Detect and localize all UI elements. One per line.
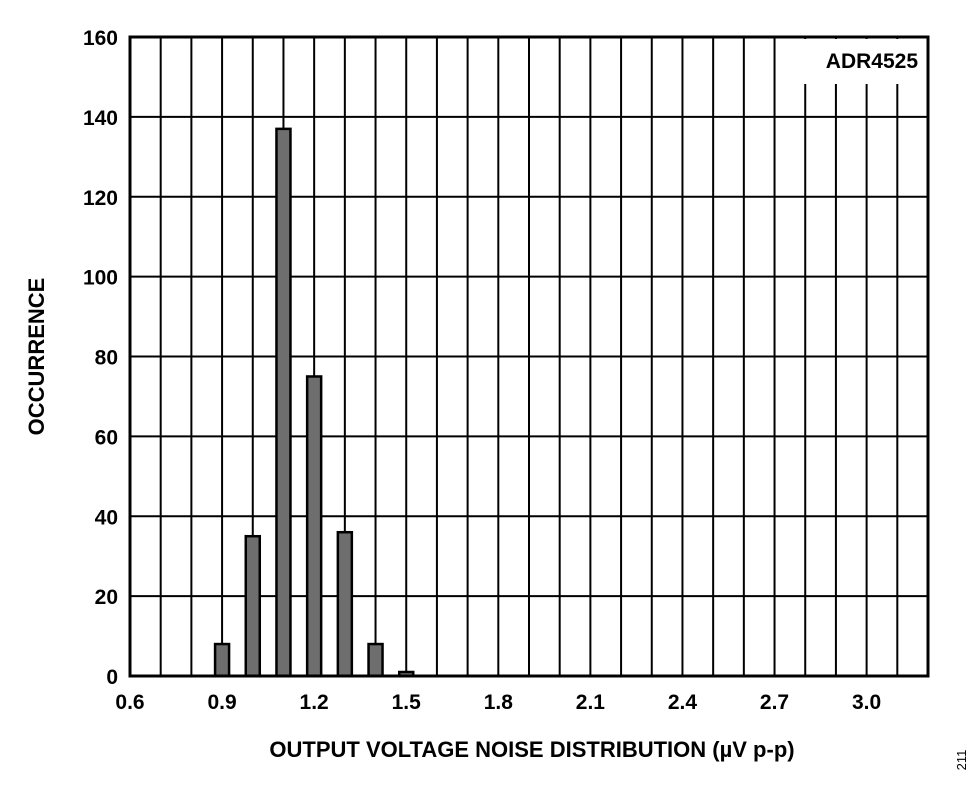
y-tick-label: 60 [95,426,118,449]
y-axis-title: OCCURRENCE [24,278,49,436]
plot-frame [128,35,930,678]
y-tick-label: 100 [83,267,118,290]
y-tick-label: 80 [95,347,118,370]
x-axis-title: OUTPUT VOLTAGE NOISE DISTRIBUTION (µV p-… [269,737,794,762]
figure-code: 211 [954,750,969,771]
x-tick-label: 1.5 [392,691,422,714]
x-tick-labels: 0.6 0.9 1.2 1.5 1.8 2.1 2.4 2.7 3.0 [115,691,881,714]
y-tick-label: 120 [83,187,118,210]
y-tick-label: 20 [95,586,118,609]
y-tick-label: 40 [95,506,118,529]
x-tick-label: 3.0 [852,691,881,714]
bar [305,375,323,678]
annotation-background [797,39,926,84]
bar [336,530,354,678]
annotation-box: ADR4525 [797,39,926,84]
grid-lines [130,37,928,676]
x-tick-label: 2.4 [668,691,698,714]
x-tick-label: 2.7 [760,691,789,714]
y-tick-labels: 0 20 40 60 80 100 120 140 160 [83,27,118,689]
x-tick-label: 0.6 [115,691,144,714]
bar [213,642,231,678]
x-tick-label: 1.2 [300,691,329,714]
y-tick-label: 0 [106,666,118,689]
bar [367,642,384,678]
x-tick-label: 2.1 [576,691,606,714]
x-tick-label: 1.8 [484,691,514,714]
y-tick-label: 160 [83,27,118,50]
x-tick-label: 0.9 [207,691,236,714]
y-tick-label: 140 [83,107,118,130]
part-number-label: ADR4525 [826,50,919,73]
bar [244,534,262,678]
bar [275,127,292,678]
